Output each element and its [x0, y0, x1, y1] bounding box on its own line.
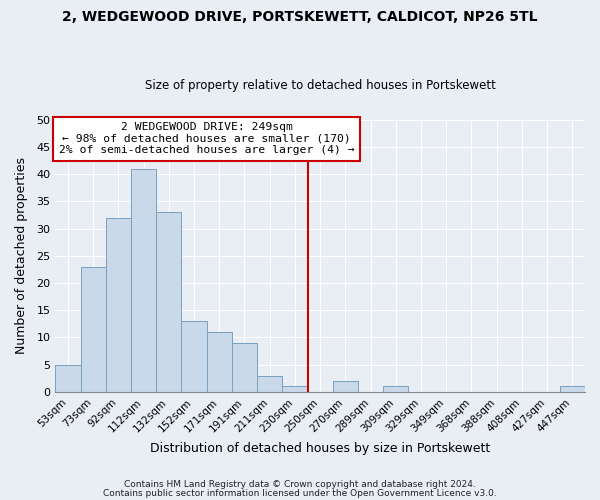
Text: 2, WEDGEWOOD DRIVE, PORTSKEWETT, CALDICOT, NP26 5TL: 2, WEDGEWOOD DRIVE, PORTSKEWETT, CALDICO… [62, 10, 538, 24]
Text: Contains HM Land Registry data © Crown copyright and database right 2024.: Contains HM Land Registry data © Crown c… [124, 480, 476, 489]
Bar [232, 343, 257, 392]
Bar [257, 376, 283, 392]
Bar [560, 386, 585, 392]
Bar [131, 168, 156, 392]
Bar [383, 386, 409, 392]
Bar [206, 332, 232, 392]
Title: Size of property relative to detached houses in Portskewett: Size of property relative to detached ho… [145, 79, 496, 92]
Bar [181, 321, 206, 392]
Text: 2 WEDGEWOOD DRIVE: 249sqm
← 98% of detached houses are smaller (170)
2% of semi-: 2 WEDGEWOOD DRIVE: 249sqm ← 98% of detac… [59, 122, 355, 156]
X-axis label: Distribution of detached houses by size in Portskewett: Distribution of detached houses by size … [150, 442, 490, 455]
Text: Contains public sector information licensed under the Open Government Licence v3: Contains public sector information licen… [103, 490, 497, 498]
Bar [80, 266, 106, 392]
Bar [156, 212, 181, 392]
Bar [55, 364, 80, 392]
Bar [283, 386, 308, 392]
Bar [333, 381, 358, 392]
Y-axis label: Number of detached properties: Number of detached properties [15, 158, 28, 354]
Bar [106, 218, 131, 392]
